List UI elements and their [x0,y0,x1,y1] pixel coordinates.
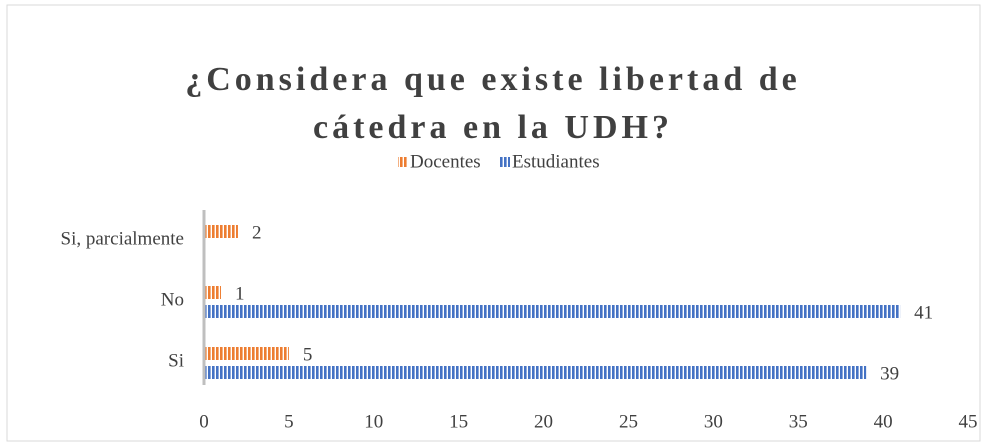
x-tick-label: 25 [619,411,638,432]
bar [204,366,867,379]
x-tick-label: 35 [789,411,808,432]
chart-title: ¿Considera que existe libertad de [185,61,801,98]
legend-swatch [500,157,510,167]
x-tick-label: 45 [959,411,978,432]
x-tick-label: 20 [534,411,553,432]
x-tick-label: 40 [874,411,893,432]
bar [204,347,289,360]
x-tick-label: 15 [449,411,468,432]
y-tick-label: Si, parcialmente [61,228,184,249]
y-tick-label: Si [168,350,184,371]
x-tick-label: 5 [284,411,294,432]
bar [204,305,901,318]
data-label: 2 [252,222,262,243]
legend-swatch [398,157,408,167]
x-tick-label: 0 [199,411,209,432]
chart-title: cátedra en la UDH? [313,109,673,146]
data-label: 39 [880,363,899,384]
data-label: 1 [235,283,245,304]
x-tick-label: 10 [364,411,383,432]
legend-label: Estudiantes [512,151,600,172]
data-label: 41 [914,302,933,323]
legend-label: Docentes [410,151,481,172]
bar [204,286,221,299]
y-tick-label: No [161,289,184,310]
x-tick-label: 30 [704,411,723,432]
data-label: 5 [303,344,313,365]
bar [204,225,238,238]
